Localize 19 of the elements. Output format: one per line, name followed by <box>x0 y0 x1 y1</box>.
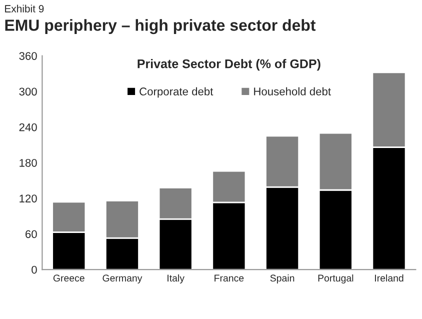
x-tick-label: Greece <box>53 274 84 282</box>
chart-subtitle: Private Sector Debt (% of GDP) <box>138 59 320 71</box>
y-tick-label: 180 <box>20 158 37 167</box>
x-tick-label: Spain <box>270 274 294 284</box>
y-tick-label: 120 <box>20 194 37 202</box>
y-tick-label: 360 <box>19 52 37 60</box>
legend-label: Corporate debt <box>140 87 214 98</box>
legend-label: Household debt <box>254 87 331 96</box>
x-tick-label: Italy <box>168 274 184 284</box>
text: Exhibit 9 <box>5 4 44 12</box>
y-tick-label: 300 <box>19 88 37 96</box>
y-tick-label: 240 <box>19 123 37 132</box>
x-tick-label: France <box>214 274 244 282</box>
x-tick-label: Ireland <box>375 274 404 282</box>
y-tick-label: 0 <box>32 266 37 274</box>
x-tick-label: Germany <box>102 274 142 284</box>
x-tick-label: Portugal <box>318 274 354 284</box>
chart-title: EMU periphery – high private sector debt <box>5 19 316 34</box>
y-tick-label: 60 <box>26 230 37 238</box>
